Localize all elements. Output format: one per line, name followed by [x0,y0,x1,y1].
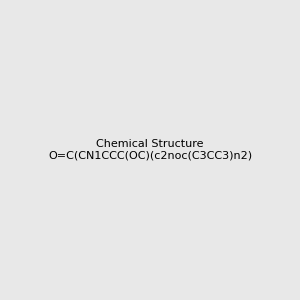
Text: Chemical Structure
O=C(CN1CCC(OC)(c2noc(C3CC3)n2): Chemical Structure O=C(CN1CCC(OC)(c2noc(… [48,139,252,161]
